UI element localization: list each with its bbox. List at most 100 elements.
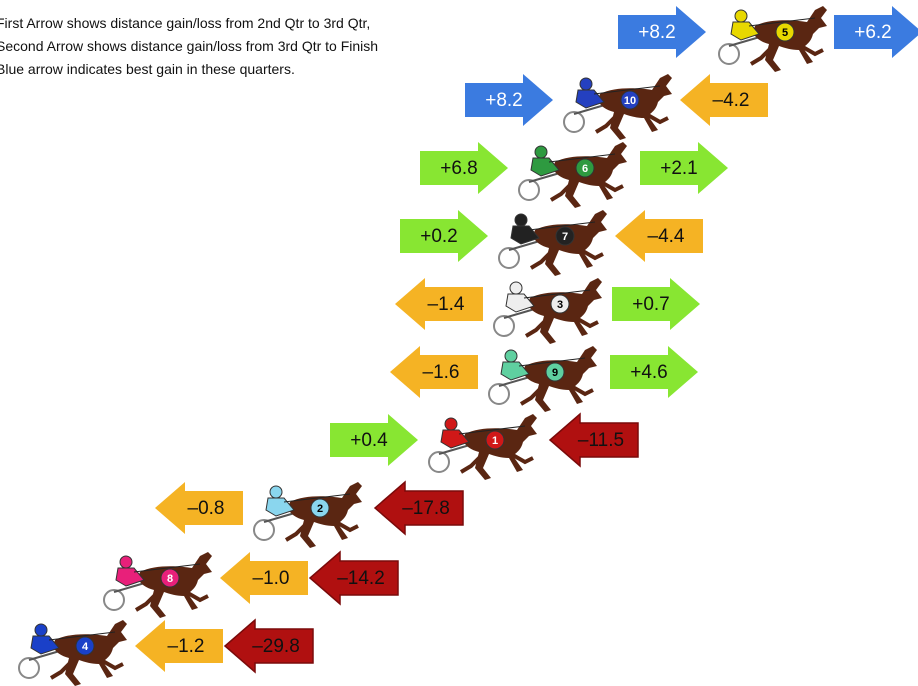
- horse: 5: [718, 6, 827, 72]
- horse-legs: [594, 110, 669, 134]
- driver: [500, 361, 530, 381]
- reins: [48, 631, 116, 641]
- arrow-label: –4.2: [713, 90, 750, 111]
- driver: [30, 635, 60, 655]
- arrow-label: +6.2: [854, 22, 892, 43]
- arrow: [640, 142, 728, 194]
- horse: 8: [103, 552, 212, 618]
- saddlecloth: [775, 22, 795, 42]
- reins: [548, 153, 616, 163]
- note: Blue arrow indicates best gain in these …: [0, 61, 295, 77]
- arrow-label: –1.2: [168, 636, 205, 657]
- horse-legs: [459, 450, 534, 474]
- horse-legs: [749, 42, 824, 66]
- arrow: [618, 6, 706, 58]
- saddlecloth: [550, 294, 570, 314]
- driver-helmet: [504, 349, 518, 363]
- driver-helmet: [444, 417, 458, 431]
- arrow-label: +0.2: [420, 226, 458, 247]
- saddlecloth: [75, 636, 95, 656]
- arrow: [220, 552, 308, 604]
- arrow-label: +0.7: [632, 294, 670, 315]
- driver: [530, 157, 560, 177]
- driver: [730, 21, 760, 41]
- horse: 9: [488, 346, 597, 412]
- note: Second Arrow shows distance gain/loss fr…: [0, 38, 379, 54]
- arrow: [330, 414, 418, 466]
- horse-legs: [529, 246, 604, 270]
- horse-number: 1: [492, 435, 498, 447]
- arrow-label: –17.8: [402, 498, 450, 519]
- horse-legs: [134, 588, 209, 612]
- arrow: [395, 278, 483, 330]
- saddlecloth: [485, 430, 505, 450]
- driver-helmet: [514, 213, 528, 227]
- horse-number: 10: [624, 95, 636, 107]
- horse-number: 9: [552, 367, 558, 379]
- reins: [133, 563, 201, 573]
- arrow: [548, 412, 639, 468]
- driver: [440, 429, 470, 449]
- horse-legs: [524, 314, 599, 338]
- wheel: [718, 43, 740, 65]
- arrow-label: –29.8: [252, 636, 300, 657]
- horse-number: 4: [82, 641, 89, 653]
- arrow-label: +4.6: [630, 362, 668, 383]
- wheel: [518, 179, 540, 201]
- driver-helmet: [509, 281, 523, 295]
- driver: [115, 567, 145, 587]
- arrow: [223, 618, 314, 674]
- arrow-label: –11.5: [578, 430, 624, 451]
- reins: [523, 289, 591, 299]
- reins: [528, 221, 596, 231]
- wheel: [563, 111, 585, 133]
- arrow: [465, 74, 553, 126]
- horse: 2: [253, 482, 362, 548]
- horse-number: 8: [167, 573, 173, 585]
- horse-legs: [549, 178, 624, 202]
- arrow-label: +8.2: [485, 90, 523, 111]
- driver-helmet: [579, 77, 593, 91]
- driver-helmet: [269, 485, 283, 499]
- reins: [748, 17, 816, 27]
- note: First Arrow shows distance gain/loss fro…: [0, 15, 371, 31]
- arrow: [612, 278, 700, 330]
- wheel: [18, 657, 40, 679]
- driver: [510, 225, 540, 245]
- horse: 4: [18, 620, 127, 686]
- horse-legs: [49, 656, 124, 680]
- driver: [265, 497, 295, 517]
- arrow: [834, 6, 918, 58]
- arrow-label: +6.8: [440, 158, 478, 179]
- reins: [518, 357, 586, 367]
- horse: 6: [518, 142, 627, 208]
- arrow-label: –0.8: [188, 498, 225, 519]
- reins: [283, 493, 351, 503]
- horse: 3: [493, 278, 602, 344]
- arrow-label: –1.6: [423, 362, 460, 383]
- arrow-label: –1.4: [428, 294, 465, 315]
- arrow: [610, 346, 698, 398]
- horse: 10: [563, 74, 672, 140]
- arrow: [155, 482, 243, 534]
- arrow-label: –14.2: [337, 568, 385, 589]
- arrow: [400, 210, 488, 262]
- saddlecloth: [620, 90, 640, 110]
- arrow-label: +2.1: [660, 158, 698, 179]
- saddlecloth: [160, 568, 180, 588]
- horse-legs: [284, 518, 359, 542]
- arrow-label: +0.4: [350, 430, 388, 451]
- horse-number: 6: [582, 163, 588, 175]
- saddlecloth: [545, 362, 565, 382]
- driver-helmet: [34, 623, 48, 637]
- arrow-label: –1.0: [253, 568, 290, 589]
- arrow: [680, 74, 768, 126]
- arrow: [135, 620, 223, 672]
- driver-helmet: [119, 555, 133, 569]
- arrow-label: –4.4: [648, 226, 685, 247]
- arrow: [308, 550, 399, 606]
- horse-number: 5: [782, 27, 788, 39]
- wheel: [253, 519, 275, 541]
